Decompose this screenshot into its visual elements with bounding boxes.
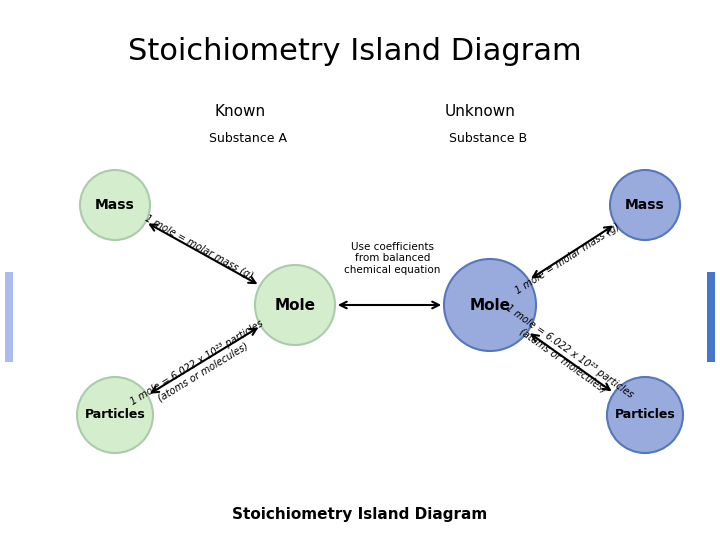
Text: Substance B: Substance B — [449, 132, 527, 145]
Text: 1 mole = 6.022 x 10²³ particles
(atoms or molecules): 1 mole = 6.022 x 10²³ particles (atoms o… — [129, 318, 271, 417]
Circle shape — [610, 170, 680, 240]
Text: Particles: Particles — [85, 408, 145, 422]
Circle shape — [77, 377, 153, 453]
Text: Mole: Mole — [274, 298, 315, 313]
Circle shape — [607, 377, 683, 453]
Text: Substance A: Substance A — [209, 132, 287, 145]
Text: Mass: Mass — [95, 198, 135, 212]
Text: Mass: Mass — [625, 198, 665, 212]
Circle shape — [255, 265, 335, 345]
Text: Stoichiometry Island Diagram: Stoichiometry Island Diagram — [233, 508, 487, 523]
Text: Known: Known — [215, 105, 266, 119]
Circle shape — [80, 170, 150, 240]
Bar — [5, 272, 13, 362]
Text: Use coefficients
from balanced
chemical equation: Use coefficients from balanced chemical … — [344, 242, 441, 275]
Text: Unknown: Unknown — [444, 105, 516, 119]
Text: 1 mole = molar mass (g): 1 mole = molar mass (g) — [143, 213, 255, 281]
Bar — [707, 272, 715, 362]
Text: Particles: Particles — [615, 408, 675, 422]
Circle shape — [444, 259, 536, 351]
Text: 1 mole = molar mass (g): 1 mole = molar mass (g) — [514, 221, 622, 296]
Text: 1 mole = 6.022 x 10²³ particles
(atoms or molecules): 1 mole = 6.022 x 10²³ particles (atoms o… — [498, 302, 635, 409]
Text: Mole: Mole — [469, 298, 510, 313]
Text: Stoichiometry Island Diagram: Stoichiometry Island Diagram — [128, 37, 582, 66]
